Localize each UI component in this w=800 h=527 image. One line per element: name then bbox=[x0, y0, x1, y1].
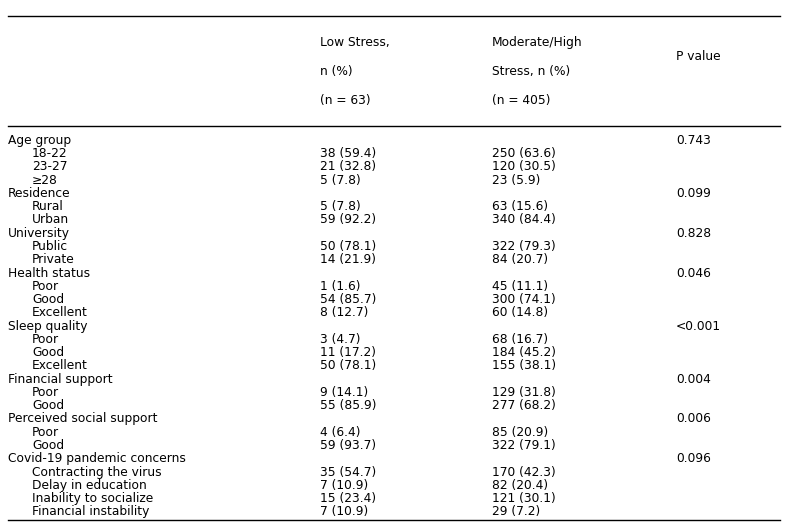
Text: 29 (7.2): 29 (7.2) bbox=[492, 505, 540, 518]
Text: Stress, n (%): Stress, n (%) bbox=[492, 65, 570, 77]
Text: 45 (11.1): 45 (11.1) bbox=[492, 280, 548, 293]
Text: Moderate/High: Moderate/High bbox=[492, 36, 582, 48]
Text: 170 (42.3): 170 (42.3) bbox=[492, 465, 556, 479]
Text: 0.046: 0.046 bbox=[676, 267, 711, 279]
Text: 5 (7.8): 5 (7.8) bbox=[320, 200, 361, 213]
Text: 0.743: 0.743 bbox=[676, 134, 711, 147]
Text: Low Stress,: Low Stress, bbox=[320, 36, 390, 48]
Text: Contracting the virus: Contracting the virus bbox=[32, 465, 162, 479]
Text: 0.828: 0.828 bbox=[676, 227, 711, 240]
Text: Good: Good bbox=[32, 399, 64, 412]
Text: 250 (63.6): 250 (63.6) bbox=[492, 147, 556, 160]
Text: 59 (92.2): 59 (92.2) bbox=[320, 213, 376, 227]
Text: 11 (17.2): 11 (17.2) bbox=[320, 346, 376, 359]
Text: Excellent: Excellent bbox=[32, 359, 88, 373]
Text: 4 (6.4): 4 (6.4) bbox=[320, 426, 361, 438]
Text: 0.006: 0.006 bbox=[676, 413, 711, 425]
Text: 0.096: 0.096 bbox=[676, 452, 711, 465]
Text: Poor: Poor bbox=[32, 386, 59, 399]
Text: 84 (20.7): 84 (20.7) bbox=[492, 253, 548, 266]
Text: 50 (78.1): 50 (78.1) bbox=[320, 359, 376, 373]
Text: Poor: Poor bbox=[32, 280, 59, 293]
Text: 129 (31.8): 129 (31.8) bbox=[492, 386, 556, 399]
Text: Poor: Poor bbox=[32, 333, 59, 346]
Text: Private: Private bbox=[32, 253, 74, 266]
Text: 322 (79.3): 322 (79.3) bbox=[492, 240, 556, 253]
Text: 121 (30.1): 121 (30.1) bbox=[492, 492, 556, 505]
Text: 82 (20.4): 82 (20.4) bbox=[492, 479, 548, 492]
Text: 14 (21.9): 14 (21.9) bbox=[320, 253, 376, 266]
Text: Urban: Urban bbox=[32, 213, 69, 227]
Text: 9 (14.1): 9 (14.1) bbox=[320, 386, 368, 399]
Text: 0.004: 0.004 bbox=[676, 373, 711, 386]
Text: 59 (93.7): 59 (93.7) bbox=[320, 439, 376, 452]
Text: 35 (54.7): 35 (54.7) bbox=[320, 465, 376, 479]
Text: (n = 63): (n = 63) bbox=[320, 94, 370, 106]
Text: ≥28: ≥28 bbox=[32, 174, 58, 187]
Text: 300 (74.1): 300 (74.1) bbox=[492, 293, 556, 306]
Text: Financial instability: Financial instability bbox=[32, 505, 150, 518]
Text: 340 (84.4): 340 (84.4) bbox=[492, 213, 556, 227]
Text: 23 (5.9): 23 (5.9) bbox=[492, 174, 540, 187]
Text: Good: Good bbox=[32, 346, 64, 359]
Text: <0.001: <0.001 bbox=[676, 319, 721, 333]
Text: (n = 405): (n = 405) bbox=[492, 94, 550, 106]
Text: 277 (68.2): 277 (68.2) bbox=[492, 399, 556, 412]
Text: 21 (32.8): 21 (32.8) bbox=[320, 160, 376, 173]
Text: Health status: Health status bbox=[8, 267, 90, 279]
Text: Delay in education: Delay in education bbox=[32, 479, 146, 492]
Text: 23-27: 23-27 bbox=[32, 160, 67, 173]
Text: n (%): n (%) bbox=[320, 65, 353, 77]
Text: 50 (78.1): 50 (78.1) bbox=[320, 240, 376, 253]
Text: 120 (30.5): 120 (30.5) bbox=[492, 160, 556, 173]
Text: 184 (45.2): 184 (45.2) bbox=[492, 346, 556, 359]
Text: 8 (12.7): 8 (12.7) bbox=[320, 306, 368, 319]
Text: 68 (16.7): 68 (16.7) bbox=[492, 333, 548, 346]
Text: 0.099: 0.099 bbox=[676, 187, 711, 200]
Text: Financial support: Financial support bbox=[8, 373, 113, 386]
Text: 5 (7.8): 5 (7.8) bbox=[320, 174, 361, 187]
Text: 3 (4.7): 3 (4.7) bbox=[320, 333, 361, 346]
Text: Good: Good bbox=[32, 293, 64, 306]
Text: Inability to socialize: Inability to socialize bbox=[32, 492, 154, 505]
Text: 63 (15.6): 63 (15.6) bbox=[492, 200, 548, 213]
Text: Sleep quality: Sleep quality bbox=[8, 319, 87, 333]
Text: Good: Good bbox=[32, 439, 64, 452]
Text: 85 (20.9): 85 (20.9) bbox=[492, 426, 548, 438]
Text: 7 (10.9): 7 (10.9) bbox=[320, 505, 368, 518]
Text: 1 (1.6): 1 (1.6) bbox=[320, 280, 361, 293]
Text: 15 (23.4): 15 (23.4) bbox=[320, 492, 376, 505]
Text: University: University bbox=[8, 227, 70, 240]
Text: Poor: Poor bbox=[32, 426, 59, 438]
Text: Age group: Age group bbox=[8, 134, 71, 147]
Text: Public: Public bbox=[32, 240, 68, 253]
Text: Excellent: Excellent bbox=[32, 306, 88, 319]
Text: 155 (38.1): 155 (38.1) bbox=[492, 359, 556, 373]
Text: 55 (85.9): 55 (85.9) bbox=[320, 399, 377, 412]
Text: P value: P value bbox=[676, 50, 721, 63]
Text: Covid-19 pandemic concerns: Covid-19 pandemic concerns bbox=[8, 452, 186, 465]
Text: 54 (85.7): 54 (85.7) bbox=[320, 293, 376, 306]
Text: Rural: Rural bbox=[32, 200, 64, 213]
Text: Residence: Residence bbox=[8, 187, 70, 200]
Text: 60 (14.8): 60 (14.8) bbox=[492, 306, 548, 319]
Text: 38 (59.4): 38 (59.4) bbox=[320, 147, 376, 160]
Text: 18-22: 18-22 bbox=[32, 147, 68, 160]
Text: 322 (79.1): 322 (79.1) bbox=[492, 439, 556, 452]
Text: 7 (10.9): 7 (10.9) bbox=[320, 479, 368, 492]
Text: Perceived social support: Perceived social support bbox=[8, 413, 158, 425]
